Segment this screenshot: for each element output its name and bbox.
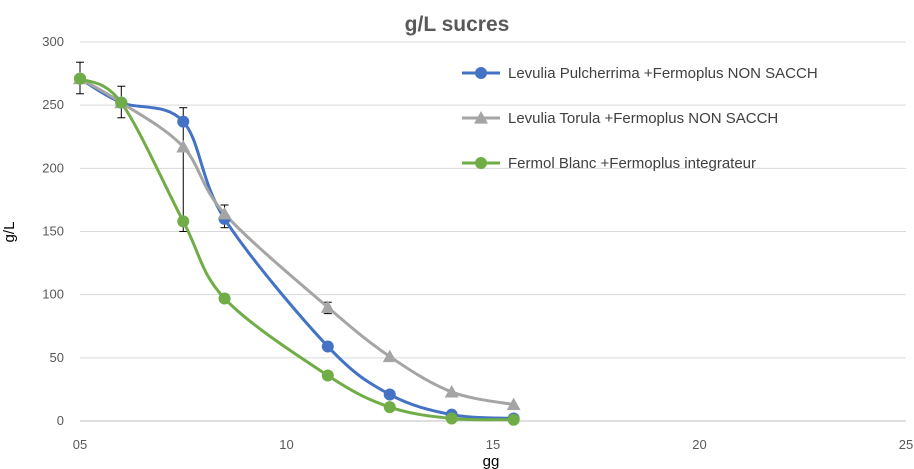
x-tick-label: 20 — [692, 437, 706, 452]
data-point-series-3 — [507, 413, 520, 426]
legend-marker — [475, 157, 487, 169]
data-point-series-2 — [320, 300, 335, 313]
legend-label: Levulia Torula +Fermoplus NON SACCH — [508, 110, 778, 127]
data-point-series-3 — [321, 369, 334, 382]
x-tick-label: 10 — [279, 437, 293, 452]
data-point-series-3 — [115, 96, 128, 109]
series-line-2 — [79, 77, 514, 407]
x-tick-label: 05 — [73, 437, 87, 452]
legend-item-1: Levulia Pulcherrima +Fermoplus NON SACCH — [462, 65, 818, 82]
legend-label: Levulia Pulcherrima +Fermoplus NON SACCH — [508, 65, 818, 82]
error-bar — [179, 107, 188, 232]
series-lines — [79, 77, 514, 422]
y-tick-labels: 0 50 100 150 200 250 300 — [42, 34, 64, 428]
data-point-series-3 — [445, 412, 458, 425]
legend-item-2: Levulia Torula +Fermoplus NON SACCH — [462, 110, 778, 127]
data-point-series-3 — [218, 292, 231, 305]
y-tick-label: 0 — [57, 413, 64, 428]
data-point-series-2 — [382, 349, 397, 363]
data-point-series-1 — [383, 388, 396, 401]
y-tick-label: 50 — [50, 350, 64, 365]
legend-marker — [474, 111, 488, 124]
y-tick-label: 300 — [42, 34, 64, 49]
y-axis-label: g/L — [1, 222, 18, 243]
legend-marker — [475, 67, 487, 79]
x-axis-label: gg — [483, 453, 500, 469]
y-tick-label: 100 — [42, 287, 64, 302]
data-point-series-2 — [217, 206, 232, 220]
data-point-series-3 — [74, 72, 86, 85]
data-points — [73, 71, 521, 426]
legend-item-3: Fermol Blanc +Fermoplus integrateur — [462, 155, 756, 172]
y-tick-label: 150 — [42, 224, 64, 239]
legend-label: Fermol Blanc +Fermoplus integrateur — [508, 155, 756, 172]
y-tick-label: 200 — [42, 160, 64, 175]
data-point-series-1 — [177, 115, 190, 128]
legend: Levulia Pulcherrima +Fermoplus NON SACCH… — [462, 65, 818, 172]
series-line-1 — [79, 77, 514, 420]
data-point-series-1 — [321, 340, 334, 353]
x-tick-labels: 05 10 15 20 25 — [73, 437, 913, 452]
series-line-3 — [79, 77, 514, 422]
y-tick-label: 250 — [42, 97, 64, 112]
data-point-series-2 — [444, 384, 459, 398]
data-point-series-3 — [177, 215, 190, 228]
data-point-series-2 — [506, 397, 521, 411]
data-point-series-2 — [176, 139, 191, 153]
data-point-series-3 — [383, 401, 396, 414]
x-tick-label: 25 — [899, 437, 913, 452]
chart-title: g/L sucres — [405, 13, 510, 36]
gridlines — [80, 41, 906, 359]
x-tick-label: 15 — [486, 437, 500, 452]
